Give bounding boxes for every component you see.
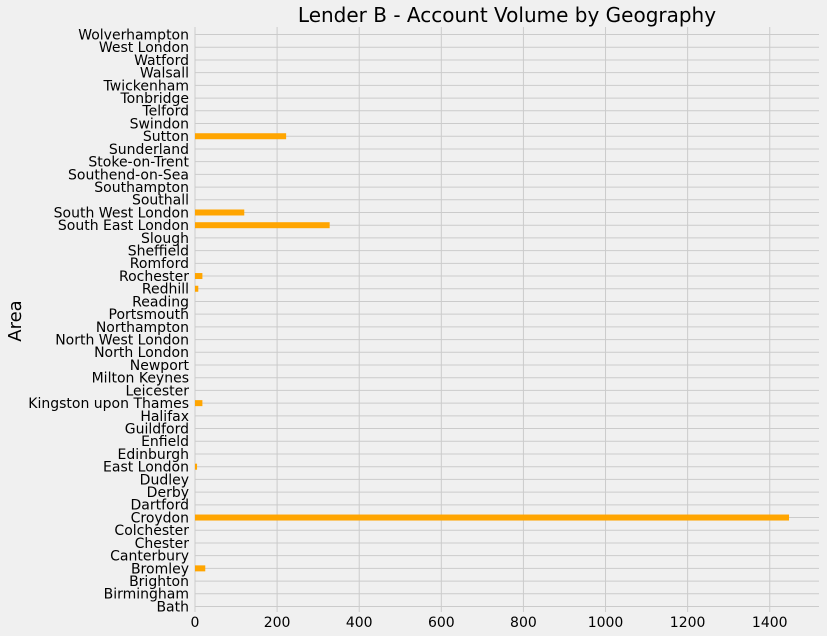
bar-kingston-upon-thames (195, 400, 203, 407)
y-tick-label: Northampton (96, 320, 189, 336)
y-tick-label: Telford (141, 104, 189, 120)
y-tick-label: Canterbury (110, 549, 189, 565)
bar-south-west-london (195, 209, 245, 216)
y-tick-label: Kingston upon Thames (28, 396, 189, 412)
bar-bromley (195, 565, 206, 572)
y-tick-label: Twickenham (103, 78, 189, 94)
x-tick-label: 200 (264, 615, 291, 631)
x-tick-label: 800 (510, 615, 537, 631)
bar-croydon (195, 514, 790, 521)
x-tick-label: 1200 (670, 615, 706, 631)
y-tick-label: Bath (156, 599, 189, 615)
y-tick-label: Edinburgh (117, 447, 189, 463)
y-tick-label: Romford (130, 256, 189, 272)
y-tick-label: Southall (132, 193, 189, 209)
y-tick-label: East London (103, 460, 189, 476)
x-tick-label: 1000 (588, 615, 624, 631)
y-tick-label: Chester (135, 536, 190, 552)
y-tick-label: Sunderland (109, 142, 189, 158)
y-tick-label: Enfield (141, 434, 189, 450)
x-tick-label: 1400 (752, 615, 788, 631)
y-tick-label: Derby (147, 485, 189, 501)
bars (195, 133, 790, 572)
x-tick-labels: 0 200 400 600 800 1000 1200 1400 (191, 615, 788, 631)
y-tick-label: Brighton (129, 574, 189, 590)
y-tick-label: Watford (134, 53, 189, 69)
x-tick-label: 400 (346, 615, 373, 631)
bar-rochester (195, 273, 203, 280)
y-tick-label: West London (99, 40, 189, 56)
bar-south-east-london (195, 222, 330, 229)
y-tick-label: Southampton (94, 180, 189, 196)
y-tick-label: Croydon (131, 510, 189, 526)
y-tick-label: South West London (54, 205, 189, 221)
y-tick-label: Newport (130, 358, 190, 374)
bar-sutton (195, 133, 287, 140)
y-tick-label: Milton Keynes (92, 371, 189, 387)
y-tick-label: Birmingham (104, 587, 189, 603)
y-tick-label: Halifax (140, 409, 189, 425)
y-tick-label: Reading (132, 294, 189, 310)
y-tick-label: Redhill (142, 282, 189, 298)
y-tick-label: Swindon (130, 116, 189, 132)
y-tick-label: Guildford (125, 421, 189, 437)
y-tick-label: Portsmouth (109, 307, 190, 323)
y-tick-label: North London (94, 345, 189, 361)
y-tick-label: Sutton (143, 129, 189, 145)
y-tick-label: North West London (55, 332, 189, 348)
y-tick-label: Bromley (131, 561, 189, 577)
bar-redhill (195, 285, 199, 292)
y-tick-label: Sheffield (128, 244, 189, 260)
y-tick-label: Southend-on-Sea (68, 167, 189, 183)
chart-title: Lender B - Account Volume by Geography (298, 3, 716, 27)
y-tick-label: Stoke-on-Trent (88, 155, 189, 171)
bar-east-london (195, 463, 198, 470)
y-tick-label: Dudley (140, 472, 189, 488)
y-tick-label: Wolverhampton (78, 27, 189, 43)
y-tick-label: Tonbridge (119, 91, 189, 107)
y-axis-label: Area (5, 300, 26, 341)
grid-lines (194, 27, 819, 612)
y-tick-label: Dartford (131, 498, 190, 514)
y-tick-label: South East London (58, 218, 189, 234)
y-tick-label: Leicester (125, 383, 189, 399)
y-tick-label: Walsall (140, 66, 189, 82)
y-tick-label: Colchester (114, 523, 189, 539)
x-tick-label: 0 (191, 615, 200, 631)
y-tick-label: Rochester (119, 269, 189, 285)
x-tick-label: 600 (428, 615, 455, 631)
y-tick-label: Slough (141, 231, 189, 247)
y-tick-labels: BathBirminghamBrightonBromleyCanterburyC… (28, 27, 189, 615)
